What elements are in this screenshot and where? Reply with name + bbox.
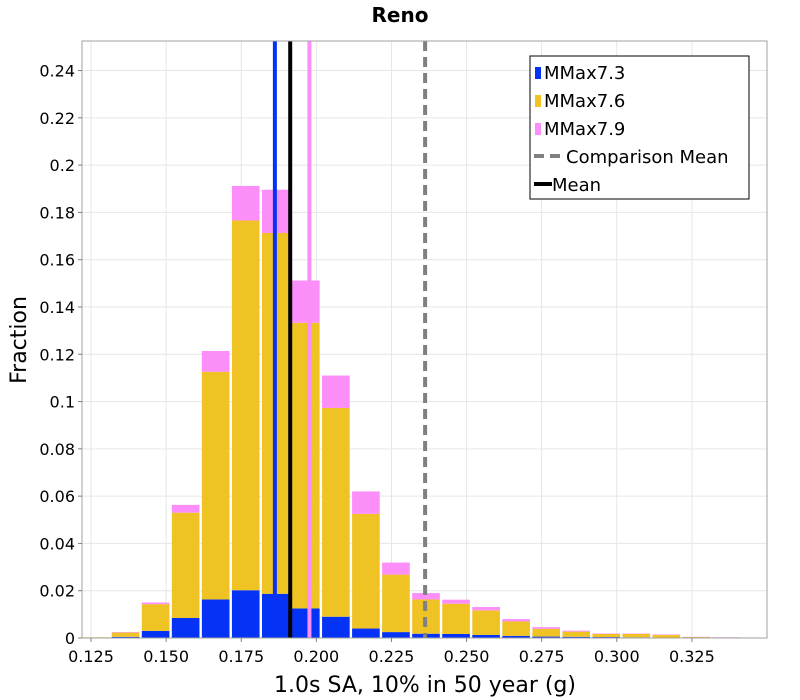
bar-mmax7-3 — [292, 608, 320, 638]
x-tick-label: 0.125 — [68, 647, 114, 666]
legend-label: Mean — [552, 175, 601, 196]
bar-mmax7-9 — [532, 627, 560, 629]
y-tick-label: 0.12 — [39, 345, 75, 364]
bar-mmax7-9 — [201, 350, 230, 372]
bar-mmax7-3 — [171, 617, 200, 638]
y-tick-label: 0.06 — [39, 487, 75, 506]
bar-mmax7-9 — [231, 185, 260, 221]
bar-mmax7-6 — [442, 603, 470, 634]
bar-mmax7-9 — [472, 607, 500, 611]
legend-box — [529, 55, 750, 200]
legend-swatch — [535, 67, 541, 79]
x-axis-title: 1.0s SA, 10% in 50 year (g) — [274, 673, 576, 698]
y-tick-label: 0.14 — [39, 298, 75, 317]
y-tick-label: 0.22 — [39, 109, 75, 128]
axes: 00.020.040.060.080.10.120.140.160.180.20… — [39, 40, 768, 666]
y-tick-label: 0.2 — [50, 156, 75, 175]
bar-mmax7-3 — [562, 636, 591, 638]
bar-mmax7-6 — [502, 621, 530, 636]
bar-mmax7-9 — [171, 504, 200, 513]
legend-swatch — [535, 95, 541, 107]
legend-label: MMax7.3 — [544, 63, 625, 84]
y-tick-label: 0.08 — [39, 440, 75, 459]
bar-mmax7-6 — [562, 631, 591, 637]
x-tick-label: 0.175 — [218, 647, 264, 666]
y-tick-label: 0.24 — [39, 62, 75, 81]
y-axis-title: Fraction — [7, 296, 32, 384]
bar-mmax7-9 — [412, 593, 440, 600]
bar-mmax7-6 — [231, 220, 260, 591]
bar-mmax7-6 — [532, 628, 560, 637]
bar-mmax7-3 — [352, 628, 380, 638]
bar-mmax7-6 — [352, 513, 380, 629]
bar-mmax7-9 — [382, 562, 410, 575]
bar-mmax7-3 — [472, 634, 500, 638]
bar-mmax7-6 — [171, 512, 200, 618]
bar-mmax7-3 — [442, 633, 470, 638]
y-tick-label: 0.04 — [39, 534, 75, 553]
legend: MMax7.3 MMax7.6 MMax7.9 Comparison Mean Mean — [529, 55, 750, 200]
bar-mmax7-6 — [141, 604, 170, 631]
bar-mmax7-3 — [532, 636, 560, 638]
y-tick-label: 0.16 — [39, 251, 75, 270]
bar-mmax7-3 — [382, 632, 410, 638]
y-tick-label: 0.02 — [39, 582, 75, 601]
legend-label: MMax7.6 — [544, 91, 625, 112]
bar-mmax7-9 — [141, 602, 170, 605]
x-tick-label: 0.150 — [143, 647, 189, 666]
bar-mmax7-9 — [502, 619, 530, 622]
chart-title: Reno — [372, 3, 429, 27]
bar-mmax7-3 — [502, 635, 530, 638]
y-tick-label: 0 — [65, 629, 75, 648]
bar-mmax7-9 — [442, 599, 470, 604]
bar-mmax7-6 — [592, 633, 621, 638]
legend-swatch — [535, 123, 541, 135]
bar-mmax7-6 — [382, 574, 410, 633]
bar-mmax7-9 — [322, 375, 350, 408]
bar-mmax7-6 — [292, 322, 320, 609]
x-tick-label: 0.325 — [669, 647, 715, 666]
x-tick-label: 0.275 — [519, 647, 565, 666]
bar-mmax7-6 — [622, 633, 651, 638]
bar-mmax7-6 — [322, 407, 350, 617]
legend-label: MMax7.9 — [544, 119, 625, 140]
x-tick-label: 0.200 — [293, 647, 339, 666]
bar-mmax7-3 — [231, 590, 260, 638]
y-tick-label: 0.18 — [39, 203, 75, 222]
bar-mmax7-6 — [682, 637, 711, 638]
x-tick-label: 0.225 — [369, 647, 415, 666]
bar-mmax7-3 — [201, 599, 230, 638]
bar-mmax7-9 — [292, 280, 320, 323]
x-tick-label: 0.300 — [594, 647, 640, 666]
y-tick-label: 0.1 — [50, 393, 75, 412]
legend-label: Comparison Mean — [566, 147, 729, 168]
bar-mmax7-6 — [652, 634, 681, 638]
plot-frame — [81, 40, 768, 639]
mean-lines — [272, 41, 428, 638]
bar-mmax7-9 — [562, 630, 591, 632]
bar-mmax7-3 — [141, 630, 170, 638]
bar-mmax7-6 — [472, 610, 500, 635]
bar-mmax7-3 — [111, 636, 140, 638]
bar-mmax7-6 — [201, 371, 230, 600]
bar-mmax7-3 — [322, 616, 350, 638]
x-tick-label: 0.250 — [444, 647, 490, 666]
bar-mmax7-6 — [111, 632, 140, 637]
bar-mmax7-9 — [352, 491, 380, 514]
